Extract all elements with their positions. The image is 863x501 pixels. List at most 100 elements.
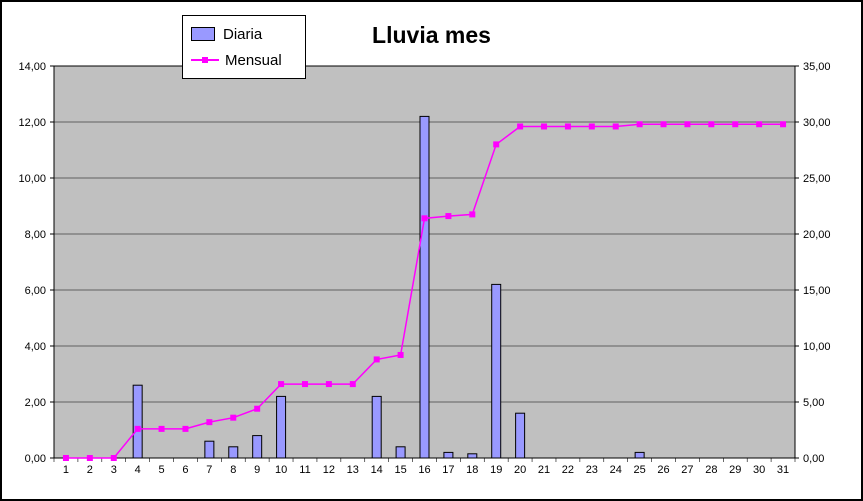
x-axis-label: 21 xyxy=(538,464,550,476)
bar-day-14 xyxy=(371,395,382,459)
bar-day-17 xyxy=(443,451,454,459)
legend-label-mensual: Mensual xyxy=(225,51,282,69)
x-axis-label: 8 xyxy=(230,464,236,476)
right-axis-label: 25,00 xyxy=(803,173,831,185)
diaria-swatch-icon xyxy=(191,27,215,41)
x-axis-label: 29 xyxy=(729,464,741,476)
x-axis-label: 22 xyxy=(562,464,574,476)
x-axis-label: 25 xyxy=(634,464,646,476)
line-marker-day-20 xyxy=(517,123,524,130)
left-axis-label: 12,00 xyxy=(18,117,46,129)
x-axis-label: 9 xyxy=(254,464,260,476)
x-axis-label: 3 xyxy=(111,464,117,476)
line-marker-day-13 xyxy=(349,381,356,388)
x-axis-label: 28 xyxy=(705,464,717,476)
line-marker-day-23 xyxy=(588,123,595,130)
line-marker-day-14 xyxy=(373,356,380,363)
left-axis-label: 8,00 xyxy=(25,229,46,241)
line-marker-day-5 xyxy=(158,425,165,432)
x-axis-label: 13 xyxy=(347,464,359,476)
x-axis-label: 17 xyxy=(442,464,454,476)
right-axis-label: 0,00 xyxy=(803,453,824,465)
line-marker-day-9 xyxy=(254,405,261,412)
x-axis-label: 6 xyxy=(182,464,188,476)
line-marker-day-21 xyxy=(541,123,548,130)
line-marker-day-30 xyxy=(756,121,763,128)
x-axis-label: 18 xyxy=(466,464,478,476)
line-marker-day-11 xyxy=(301,381,308,388)
x-axis-label: 24 xyxy=(610,464,622,476)
x-axis-label: 10 xyxy=(275,464,287,476)
line-marker-day-27 xyxy=(684,121,691,128)
left-axis-label: 4,00 xyxy=(25,341,46,353)
x-axis-label: 14 xyxy=(371,464,383,476)
x-axis-label: 7 xyxy=(206,464,212,476)
legend-item-mensual: Mensual xyxy=(191,47,297,73)
chart-title: Lluvia mes xyxy=(372,22,491,48)
x-axis-label: 12 xyxy=(323,464,335,476)
bar-day-19 xyxy=(491,283,502,459)
line-marker-day-26 xyxy=(660,121,667,128)
line-marker-day-28 xyxy=(708,121,715,128)
line-marker-day-18 xyxy=(469,211,476,218)
left-axis-label: 2,00 xyxy=(25,397,46,409)
line-marker-day-1 xyxy=(62,455,69,461)
right-axis-label: 30,00 xyxy=(803,117,831,129)
line-marker-day-29 xyxy=(732,121,739,128)
left-axis-label: 0,00 xyxy=(25,453,46,465)
x-axis-label: 11 xyxy=(299,464,310,476)
bar-day-8 xyxy=(228,446,239,459)
line-marker-day-15 xyxy=(397,351,404,358)
right-axis-label: 35,00 xyxy=(803,61,831,73)
bar-day-4 xyxy=(132,384,143,459)
bar-day-15 xyxy=(395,446,406,459)
line-marker-day-6 xyxy=(182,425,189,432)
line-marker-day-22 xyxy=(564,123,571,130)
bar-day-10 xyxy=(276,395,287,459)
line-marker-day-10 xyxy=(278,381,285,388)
right-axis-label: 5,00 xyxy=(803,397,824,409)
line-marker-day-25 xyxy=(636,121,643,128)
right-axis-label: 10,00 xyxy=(803,341,831,353)
line-marker-day-31 xyxy=(780,121,787,128)
bar-day-20 xyxy=(515,412,526,459)
line-marker-day-2 xyxy=(86,455,93,461)
x-axis-label: 31 xyxy=(777,464,789,476)
bar-day-18 xyxy=(467,453,478,459)
line-marker-day-17 xyxy=(445,213,452,220)
left-axis-label: 14,00 xyxy=(18,61,46,73)
x-axis-label: 2 xyxy=(87,464,93,476)
bar-day-7 xyxy=(204,440,215,459)
bar-day-25 xyxy=(634,451,645,459)
left-axis-label: 6,00 xyxy=(25,285,46,297)
x-axis-label: 1 xyxy=(63,464,69,476)
x-axis-label: 4 xyxy=(135,464,141,476)
bar-day-16 xyxy=(419,115,430,459)
mensual-swatch-icon xyxy=(191,54,219,66)
x-axis-label: 16 xyxy=(418,464,430,476)
right-axis-label: 15,00 xyxy=(803,285,831,297)
x-axis-label: 5 xyxy=(159,464,165,476)
legend-item-diaria: Diaria xyxy=(191,21,297,47)
legend: Diaria Mensual xyxy=(182,15,306,79)
legend-label-diaria: Diaria xyxy=(223,25,263,43)
left-axis-label: 10,00 xyxy=(18,173,46,185)
line-marker-day-4 xyxy=(134,425,141,432)
line-marker-day-8 xyxy=(230,414,237,421)
line-marker-day-3 xyxy=(110,455,117,461)
x-axis-label: 23 xyxy=(586,464,598,476)
line-marker-day-12 xyxy=(325,381,332,388)
x-axis-label: 19 xyxy=(490,464,502,476)
x-axis-label: 15 xyxy=(394,464,406,476)
line-marker-day-7 xyxy=(206,419,213,426)
x-axis-label: 30 xyxy=(753,464,765,476)
right-axis-label: 20,00 xyxy=(803,229,831,241)
line-marker-day-19 xyxy=(493,141,500,148)
x-axis-label: 20 xyxy=(514,464,526,476)
line-marker-day-16 xyxy=(421,215,428,222)
bar-day-9 xyxy=(252,435,263,459)
x-axis-label: 27 xyxy=(681,464,693,476)
x-axis-label: 26 xyxy=(657,464,669,476)
